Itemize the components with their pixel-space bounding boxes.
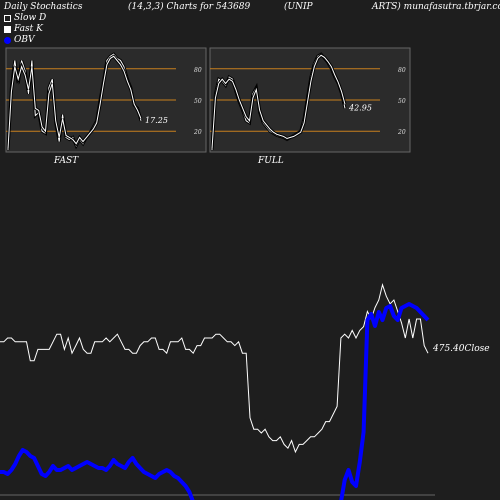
legend-slow-d: Slow D bbox=[4, 13, 46, 23]
chart-params: (14,3,3) Charts for 543689 bbox=[128, 2, 251, 12]
fast-series-slow-d bbox=[7, 55, 142, 149]
fast-ytick-label: 50 bbox=[194, 98, 202, 105]
legend-swatch-obv bbox=[4, 36, 11, 44]
full-ytick-label: 20 bbox=[397, 129, 406, 136]
legend-label-slow-d: Slow D bbox=[14, 13, 47, 23]
legend-obv: OBV bbox=[4, 35, 35, 45]
full-last-value-label: 42.95 bbox=[348, 103, 372, 112]
price-line bbox=[0, 282, 429, 454]
fast-ytick-label: 20 bbox=[193, 129, 202, 136]
close-price-label: 475.40Close bbox=[432, 344, 490, 354]
full-ytick-label: 80 bbox=[398, 67, 406, 74]
legend-label-fast-k: Fast K bbox=[14, 24, 43, 34]
legend-label-obv: OBV bbox=[14, 35, 35, 45]
chart-title: Daily Stochastics bbox=[4, 2, 83, 12]
full-ytick-label: 50 bbox=[398, 98, 406, 105]
full-panel-title: FULL bbox=[257, 156, 284, 166]
legend-swatch-fast-k bbox=[4, 25, 11, 33]
fast-panel-title: FAST bbox=[53, 156, 79, 166]
chart-ticker: (UNIP bbox=[284, 2, 313, 12]
fast-last-value-label: 17.25 bbox=[145, 116, 168, 125]
site-name: ARTS) munafasutra.tbrjar.com bbox=[372, 2, 500, 12]
fast-ytick-label: 80 bbox=[194, 67, 202, 74]
legend-fast-k: Fast K bbox=[4, 24, 43, 34]
legend-swatch-slow-d bbox=[4, 14, 11, 22]
full-series-slow-d bbox=[211, 54, 346, 149]
obv-line bbox=[0, 302, 430, 500]
